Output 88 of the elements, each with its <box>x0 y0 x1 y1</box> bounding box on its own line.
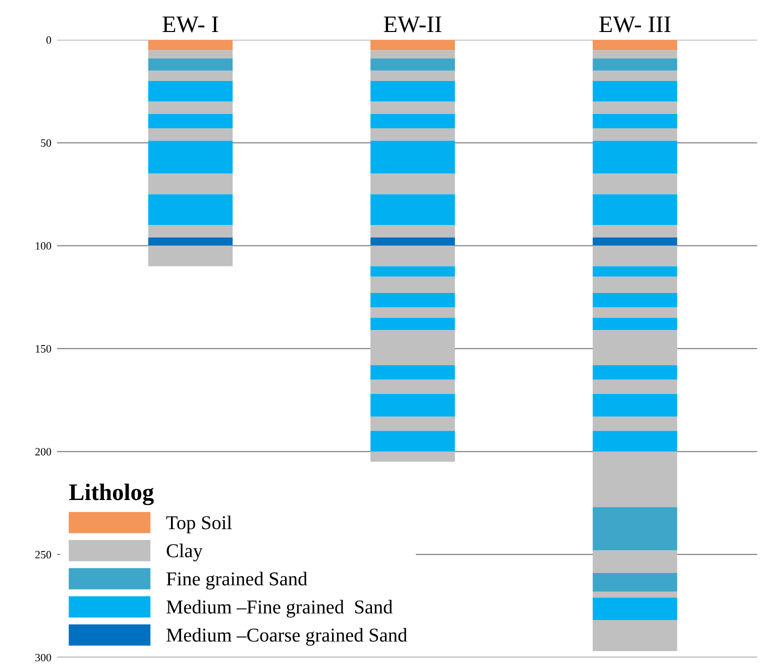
bar <box>370 174 455 194</box>
bar <box>370 237 455 246</box>
bar <box>370 394 455 417</box>
bar <box>370 58 455 71</box>
bar <box>592 591 678 598</box>
bar <box>148 237 233 246</box>
bar <box>592 620 678 652</box>
legend-label: Medium –Coarse grained Sand <box>166 628 408 646</box>
bar <box>592 237 678 246</box>
bar <box>148 194 233 226</box>
bar <box>148 40 233 50</box>
bar <box>370 140 455 174</box>
legend-title: Litholog <box>69 484 154 506</box>
bar <box>148 140 233 174</box>
bar <box>148 174 233 194</box>
legend-label: Top Soil <box>166 516 232 534</box>
x-tick-label: EW-II <box>384 16 442 32</box>
bar <box>370 365 455 380</box>
bar <box>592 394 678 417</box>
bar <box>148 70 233 82</box>
bar <box>370 225 455 238</box>
bar <box>148 102 233 114</box>
y-tick-label: 250 <box>35 550 52 558</box>
bar <box>592 452 678 508</box>
bar <box>592 40 678 50</box>
bar <box>370 416 455 431</box>
y-tick-label: 0 <box>46 36 52 44</box>
bar <box>370 40 455 50</box>
bar <box>592 246 678 266</box>
bar <box>148 50 233 58</box>
bar <box>592 128 678 141</box>
legend-label: Clay <box>166 544 203 562</box>
bar <box>370 379 455 394</box>
bar <box>592 81 678 102</box>
bar <box>592 114 678 128</box>
bar <box>370 318 455 330</box>
y-tick-label: 200 <box>35 448 52 456</box>
x-tick-label: EW- I <box>162 16 218 32</box>
bar <box>592 293 678 308</box>
bar <box>370 452 455 462</box>
bar <box>148 58 233 71</box>
bar <box>592 365 678 380</box>
bar <box>592 276 678 294</box>
bar <box>370 102 455 114</box>
legend-label: Medium –Fine grained Sand <box>166 600 393 618</box>
y-tick-label: 100 <box>36 242 52 250</box>
x-tick-label: EW- III <box>599 16 671 32</box>
bar <box>592 307 678 318</box>
bar <box>592 330 678 366</box>
bar <box>148 114 233 128</box>
bar <box>148 128 233 141</box>
bar <box>592 70 678 82</box>
bar <box>592 379 678 394</box>
bar <box>370 276 455 294</box>
bar <box>370 307 455 318</box>
bar <box>592 225 678 238</box>
bar <box>370 330 455 366</box>
bar <box>148 81 233 102</box>
bar <box>370 50 455 58</box>
bar <box>370 81 455 102</box>
bar <box>592 550 678 573</box>
bar <box>592 194 678 226</box>
bar <box>370 246 455 266</box>
bar <box>592 266 678 277</box>
bar <box>370 114 455 128</box>
bar <box>148 246 233 266</box>
bar <box>592 318 678 330</box>
bar <box>370 430 455 452</box>
y-tick-label: 50 <box>41 139 52 147</box>
bar <box>370 70 455 82</box>
legend-label: Fine grained Sand <box>166 572 308 590</box>
y-tick-label: 150 <box>36 345 52 353</box>
bar <box>592 416 678 431</box>
bar <box>592 102 678 114</box>
bar <box>592 58 678 71</box>
bar <box>592 598 678 620</box>
bar <box>592 572 678 592</box>
bar <box>370 128 455 141</box>
bar <box>370 266 455 277</box>
bar <box>592 430 678 452</box>
bar <box>370 194 455 226</box>
bar <box>370 293 455 308</box>
bar <box>592 140 678 174</box>
bar <box>592 50 678 58</box>
bar <box>592 174 678 194</box>
bar <box>592 507 678 550</box>
y-tick-label: 300 <box>35 654 52 662</box>
bar <box>148 225 233 238</box>
